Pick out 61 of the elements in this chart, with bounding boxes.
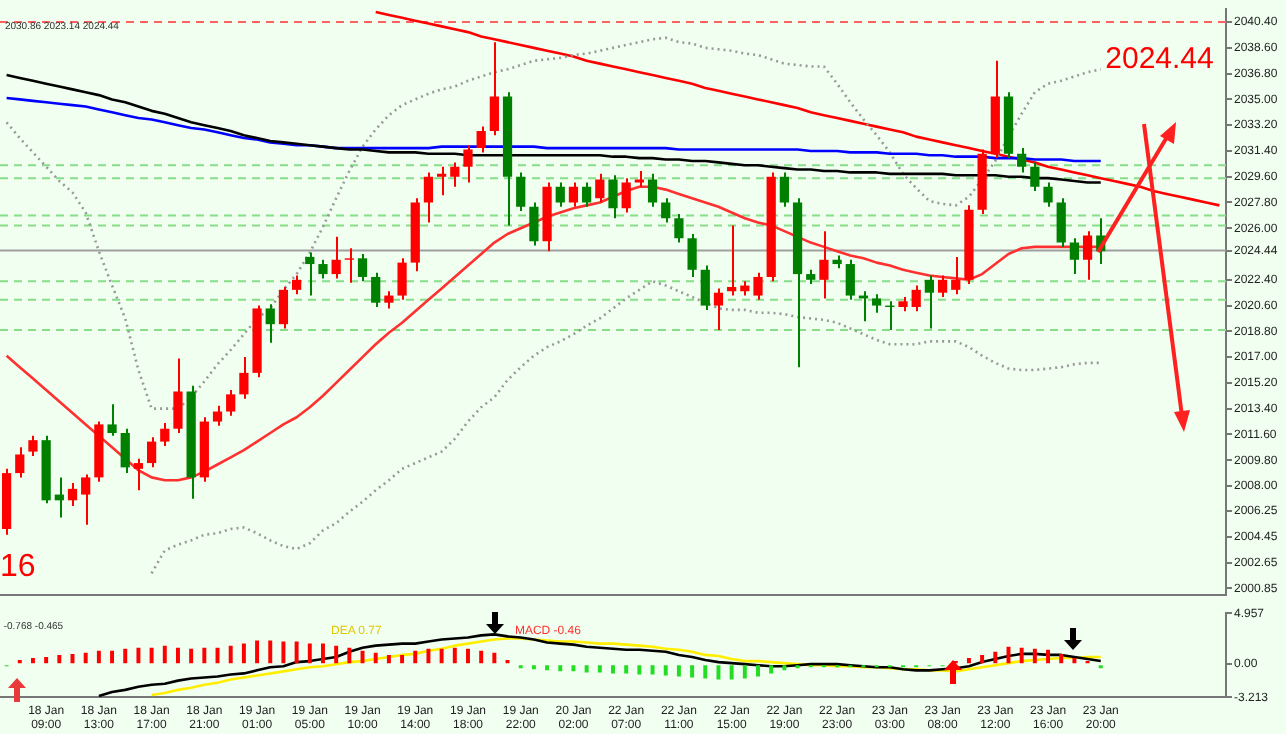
candlestick [700,264,710,311]
candlestick [713,287,724,331]
annotation: 2024.44 [1105,41,1214,76]
candlestick [582,181,592,208]
candlestick [911,284,921,313]
candlestick [489,41,499,137]
candlestick [819,230,829,300]
candlestick [81,473,91,526]
candlestick [621,177,631,214]
candlestick [146,436,157,469]
annotation: 16 [0,549,36,584]
candlestick [318,258,328,280]
candlestick [529,201,539,247]
candlestick [951,255,961,296]
candlestick [160,421,170,447]
candlestick [595,172,605,204]
candlestick [727,224,737,297]
candlestick [278,285,289,330]
candlestick [555,181,565,208]
candlestick [107,403,117,437]
candlestick [305,251,315,297]
candlestick [15,446,25,479]
candlestick [463,144,473,184]
candlestick [753,271,763,301]
candlestick [1043,181,1053,208]
candlestick [120,427,130,475]
candlestick [450,161,460,188]
candlestick [647,172,658,208]
candlestick [872,293,882,314]
candlestick [371,271,381,309]
candlestick [687,232,697,278]
candlestick [937,274,948,298]
candlestick [924,274,934,330]
candlestick [568,181,579,208]
candlestick [779,171,789,208]
candlestick [845,258,855,301]
candlestick [397,257,407,301]
candlestick [1056,197,1066,248]
candlestick [608,174,618,220]
candlestick [173,357,183,435]
candlestick [226,389,236,417]
candlestick [516,171,526,213]
candlestick [239,356,249,400]
candlestick [1017,147,1027,174]
candlestick [292,274,302,296]
candlestick [423,171,434,224]
candlestick [674,212,684,244]
candlestick [1030,161,1040,193]
candlestick [476,125,486,154]
candlestick [661,197,671,224]
candlestick [437,165,447,197]
candlestick [344,247,354,284]
candlestick [133,457,144,492]
candlestick [331,235,341,280]
candlestick [1069,237,1080,276]
candlestick [28,434,38,457]
candlestick [1082,230,1093,281]
candlestick [265,303,275,344]
candlestick [212,404,223,427]
candlestick [357,253,368,283]
candlestick [67,482,78,508]
